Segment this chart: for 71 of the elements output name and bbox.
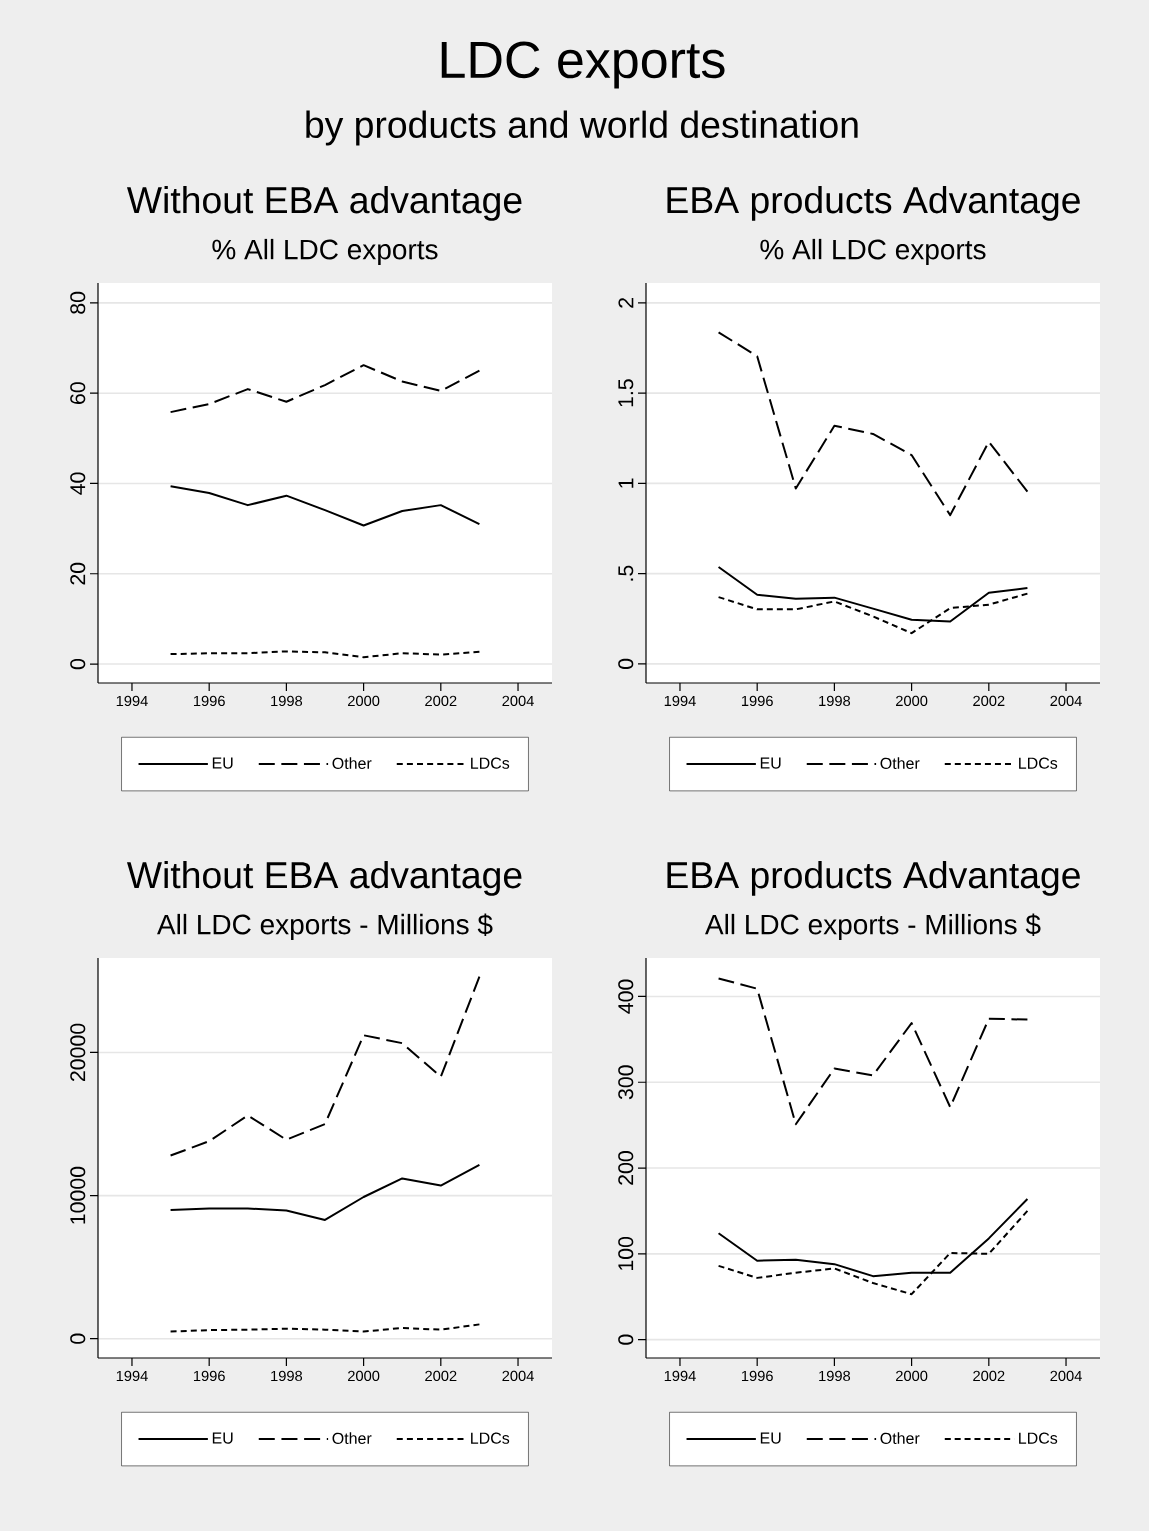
y-tick-label: .5: [618, 565, 634, 581]
chart-title: EBA products Advantage: [667, 860, 1080, 896]
y-tick-label: 1: [618, 478, 634, 488]
x-tick-label: 1996: [741, 695, 773, 707]
y-tick-label: 20000: [70, 1023, 86, 1082]
y-tick-label: 2: [618, 298, 634, 308]
chart-subtitle: All LDC exports - Millions $: [705, 913, 1041, 940]
y-tick-label: 60: [70, 382, 86, 404]
y-tick-label: 0: [618, 658, 634, 669]
x-tick-label: 2000: [348, 1370, 380, 1382]
y-tick-label: 0: [618, 1334, 634, 1345]
x-tick-label: 1994: [116, 695, 148, 707]
legend-label: Other: [880, 1432, 920, 1445]
x-tick-label: 1994: [664, 695, 696, 707]
y-tick-label: 0: [70, 1333, 86, 1344]
line-series: [169, 1323, 481, 1333]
text: by products and world destination: [306, 110, 858, 146]
y-tick-label: 20: [70, 562, 86, 585]
x-tick-label: 1996: [741, 1370, 773, 1382]
chart-title: EBA products Advantage: [667, 185, 1080, 221]
line-series: [169, 485, 481, 527]
line-series: [169, 975, 481, 1157]
legend-label: LDCs: [1019, 1432, 1058, 1444]
x-tick-label: 2004: [502, 1370, 534, 1382]
x-tick-label: 1998: [271, 1370, 303, 1382]
legend-label: Other: [332, 757, 372, 770]
legend-label: EU: [212, 1432, 233, 1444]
x-tick-label: 1998: [819, 1370, 851, 1382]
chart-title: Without EBA advantage: [126, 860, 522, 896]
chart-subtitle: % All LDC exports: [212, 238, 438, 265]
y-tick-label: 80: [70, 291, 86, 314]
x-tick-label: 2002: [973, 1370, 1005, 1382]
y-tick-label: 100: [618, 1236, 634, 1271]
x-tick-label: 2000: [896, 695, 928, 707]
y-tick-label: 40: [70, 472, 86, 495]
line-series: [169, 1163, 481, 1221]
x-tick-label: 2002: [425, 1370, 457, 1382]
x-tick-label: 2002: [973, 695, 1005, 707]
line-series: [717, 331, 1029, 517]
x-tick-label: 1998: [819, 695, 851, 707]
legend-label: Other: [332, 1432, 372, 1445]
line-series: [717, 977, 1029, 1126]
y-tick-label: 0: [70, 658, 86, 670]
legend-label: Other: [880, 757, 920, 770]
legend-label: LDCs: [471, 1432, 510, 1444]
x-tick-label: 1996: [193, 695, 225, 707]
legend-label: LDCs: [471, 757, 510, 769]
x-tick-label: 1994: [664, 1370, 696, 1382]
chart-title: Without EBA advantage: [126, 186, 522, 221]
chart-subtitle: % All LDC exports: [760, 238, 986, 265]
legend-label: LDCs: [1019, 757, 1058, 769]
x-tick-label: 2000: [348, 695, 380, 707]
y-tick-label: 300: [618, 1065, 634, 1100]
x-tick-label: 1996: [193, 1370, 225, 1382]
x-tick-label: 2000: [896, 1370, 928, 1382]
legend-label: EU: [760, 1432, 781, 1444]
chart-subtitle: All LDC exports - Millions $: [157, 913, 493, 940]
y-tick-label: 1.5: [618, 379, 634, 407]
x-tick-label: 2004: [1050, 695, 1082, 707]
line-series: [169, 364, 481, 414]
x-tick-label: 1994: [116, 1370, 148, 1382]
x-tick-label: 2002: [425, 695, 457, 707]
text: LDC exports: [441, 41, 725, 89]
legend-label: EU: [760, 757, 781, 769]
y-tick-label: 400: [618, 979, 634, 1014]
x-tick-label: 1998: [271, 695, 303, 707]
legend-label: EU: [212, 757, 233, 769]
y-tick-label: 10000: [70, 1166, 86, 1224]
y-tick-label: 200: [618, 1151, 634, 1185]
x-tick-label: 2004: [1050, 1370, 1082, 1382]
x-tick-label: 2004: [502, 695, 534, 707]
